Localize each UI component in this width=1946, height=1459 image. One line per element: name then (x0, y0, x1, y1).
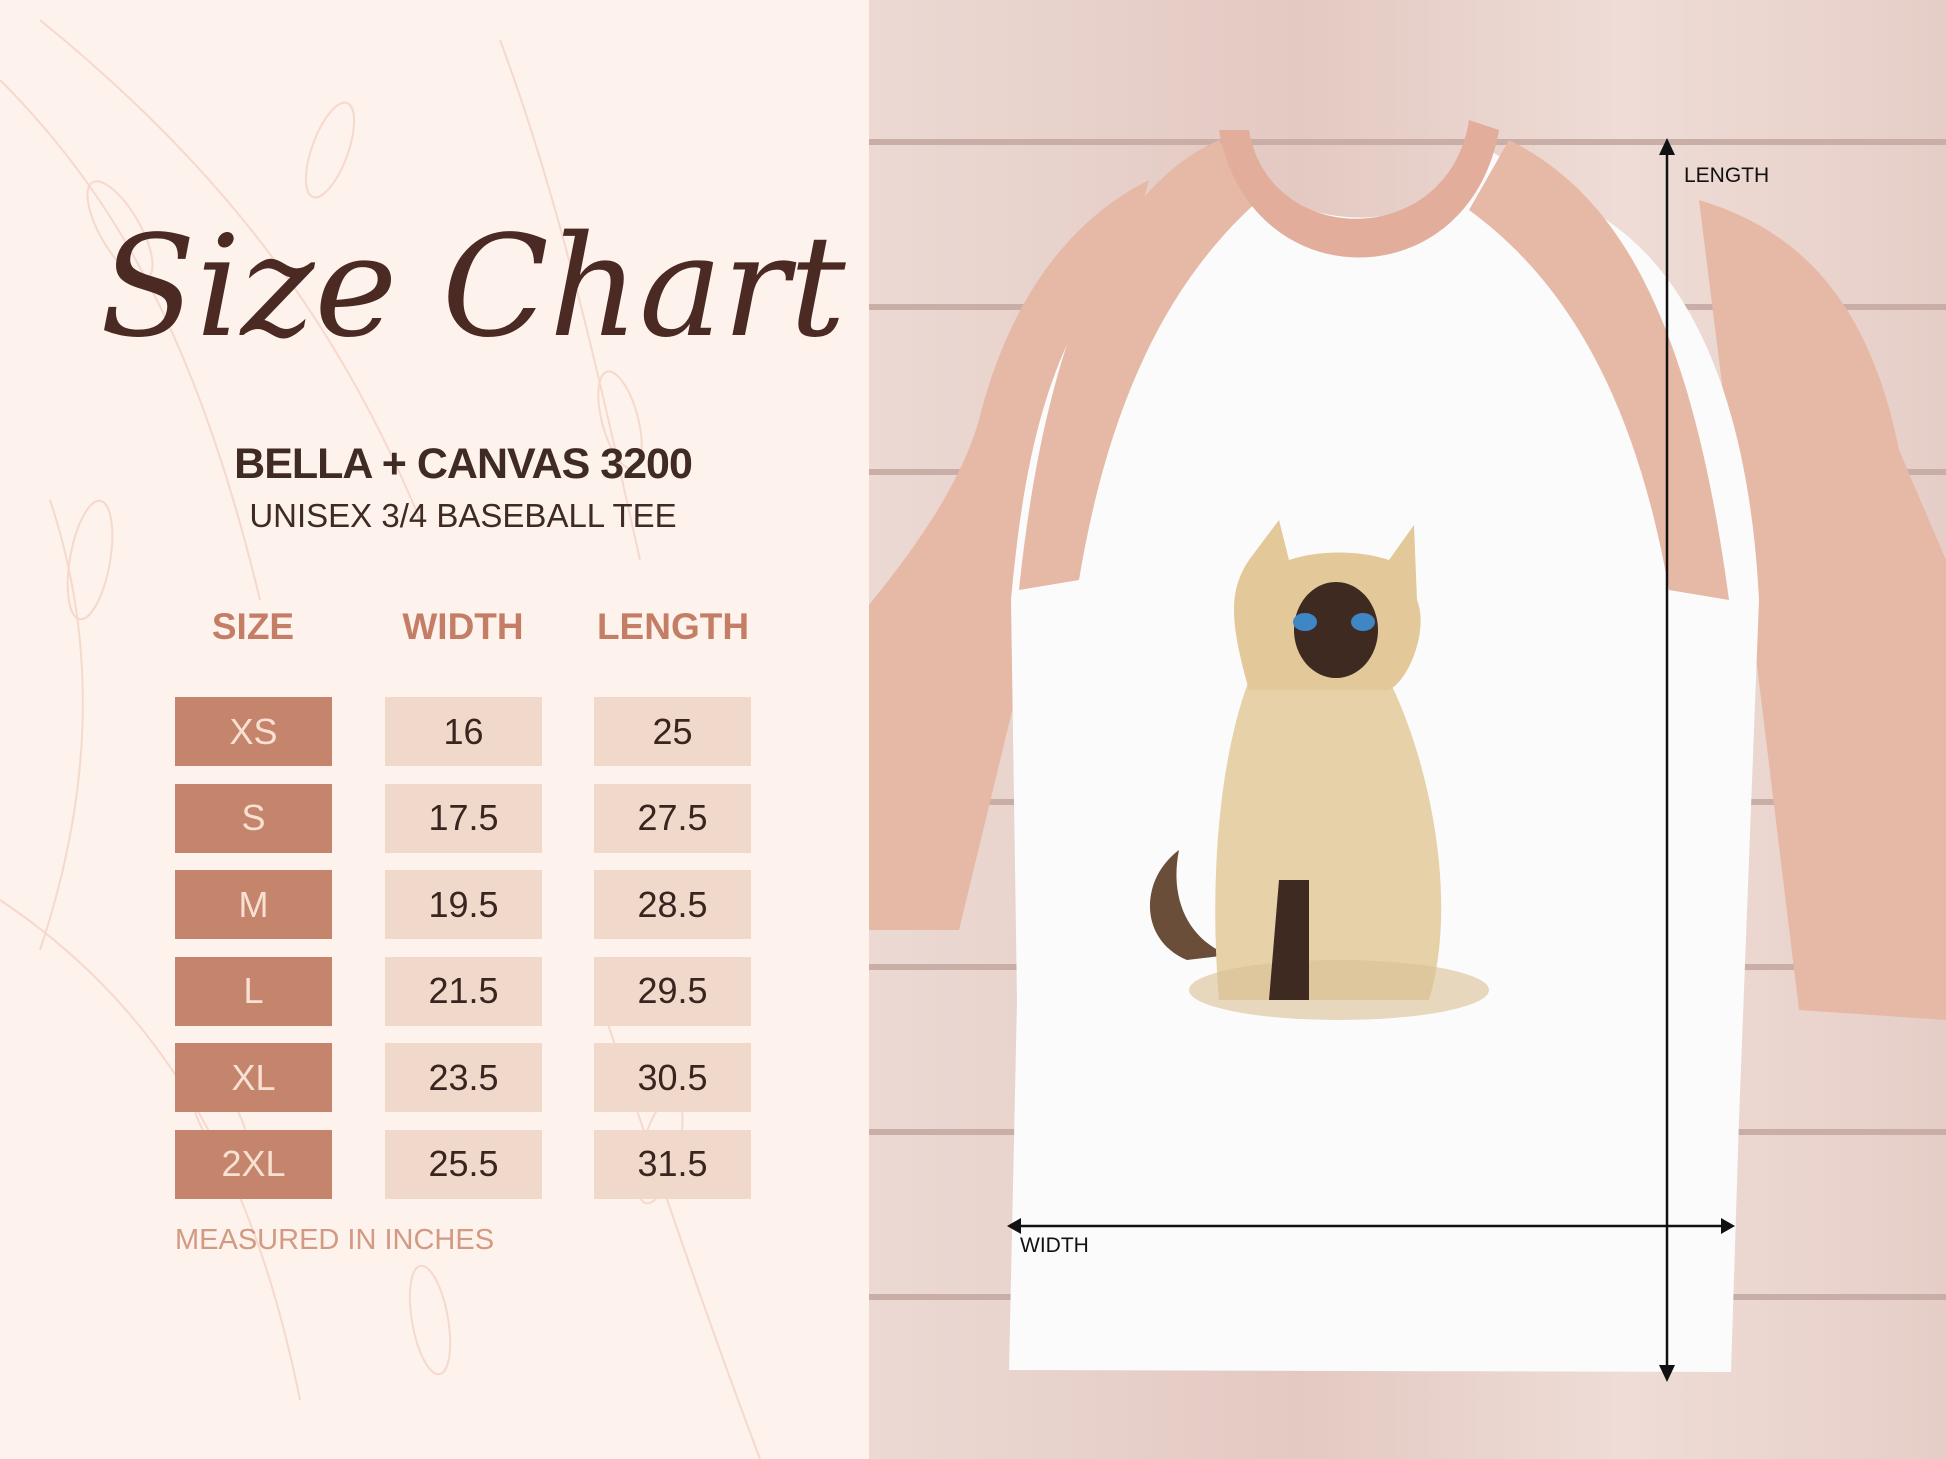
cell-length: 28.5 (594, 870, 751, 939)
cell-width: 16 (385, 697, 542, 766)
header-length: LENGTH (596, 606, 750, 647)
cell-width: 23.5 (385, 1043, 542, 1112)
cell-size: XS (175, 697, 332, 766)
width-arrow-right-icon (1721, 1218, 1735, 1234)
cell-size: M (175, 870, 332, 939)
length-arrow-top-icon (1659, 138, 1675, 155)
cell-length: 25 (594, 697, 751, 766)
brand-name: BELLA + CANVAS 3200 (234, 440, 693, 488)
header-size: SIZE (211, 606, 295, 647)
page-title: Size Chart (90, 185, 869, 425)
cell-width: 17.5 (385, 783, 542, 853)
right-sleeve (1699, 200, 1946, 1020)
cell-size: S (175, 783, 332, 853)
cell-width: 21.5 (385, 956, 542, 1026)
cell-width: 19.5 (385, 870, 542, 939)
cell-size: 2XL (175, 1129, 332, 1199)
baseball-tee-illustration (869, 120, 1946, 1372)
cell-size: XL (175, 1043, 332, 1112)
cat-illustration (1149, 520, 1489, 1020)
raglan-right (1469, 140, 1729, 600)
cell-length: 30.5 (594, 1043, 751, 1112)
cell-size: L (175, 956, 332, 1026)
cell-length: 27.5 (594, 783, 751, 853)
size-chart-panel: Size Chart BELLA + CANVAS 3200 UNISEX 3/… (0, 0, 869, 1459)
shirt-diagram: LENGTH WIDTH (869, 0, 1946, 1459)
width-arrow-left-icon (1007, 1218, 1021, 1234)
title-script-text: Size Chart (100, 206, 846, 369)
collar (1219, 120, 1499, 258)
width-label: WIDTH (1020, 1234, 1089, 1257)
measurement-arrows (1007, 138, 1735, 1382)
wood-plank (869, 0, 1946, 145)
cell-length: 31.5 (594, 1129, 751, 1199)
cell-length: 29.5 (594, 956, 751, 1026)
cell-width: 25.5 (385, 1129, 542, 1199)
product-name: UNISEX 3/4 BASEBALL TEE (249, 497, 677, 534)
length-label: LENGTH (1684, 164, 1770, 187)
header-width: WIDTH (402, 606, 524, 647)
measurement-note: MEASURED IN INCHES (175, 1224, 495, 1256)
length-arrow-bottom-icon (1659, 1365, 1675, 1382)
raglan-left (1019, 140, 1259, 590)
